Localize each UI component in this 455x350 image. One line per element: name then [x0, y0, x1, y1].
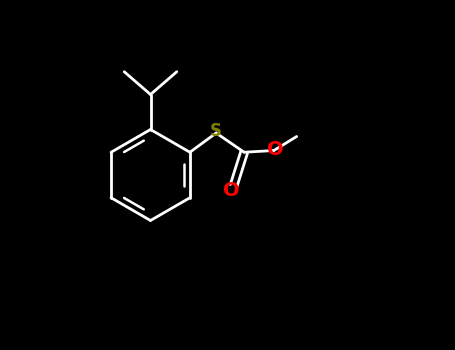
- Text: O: O: [222, 181, 239, 200]
- Text: S: S: [210, 122, 222, 140]
- Text: O: O: [267, 140, 283, 159]
